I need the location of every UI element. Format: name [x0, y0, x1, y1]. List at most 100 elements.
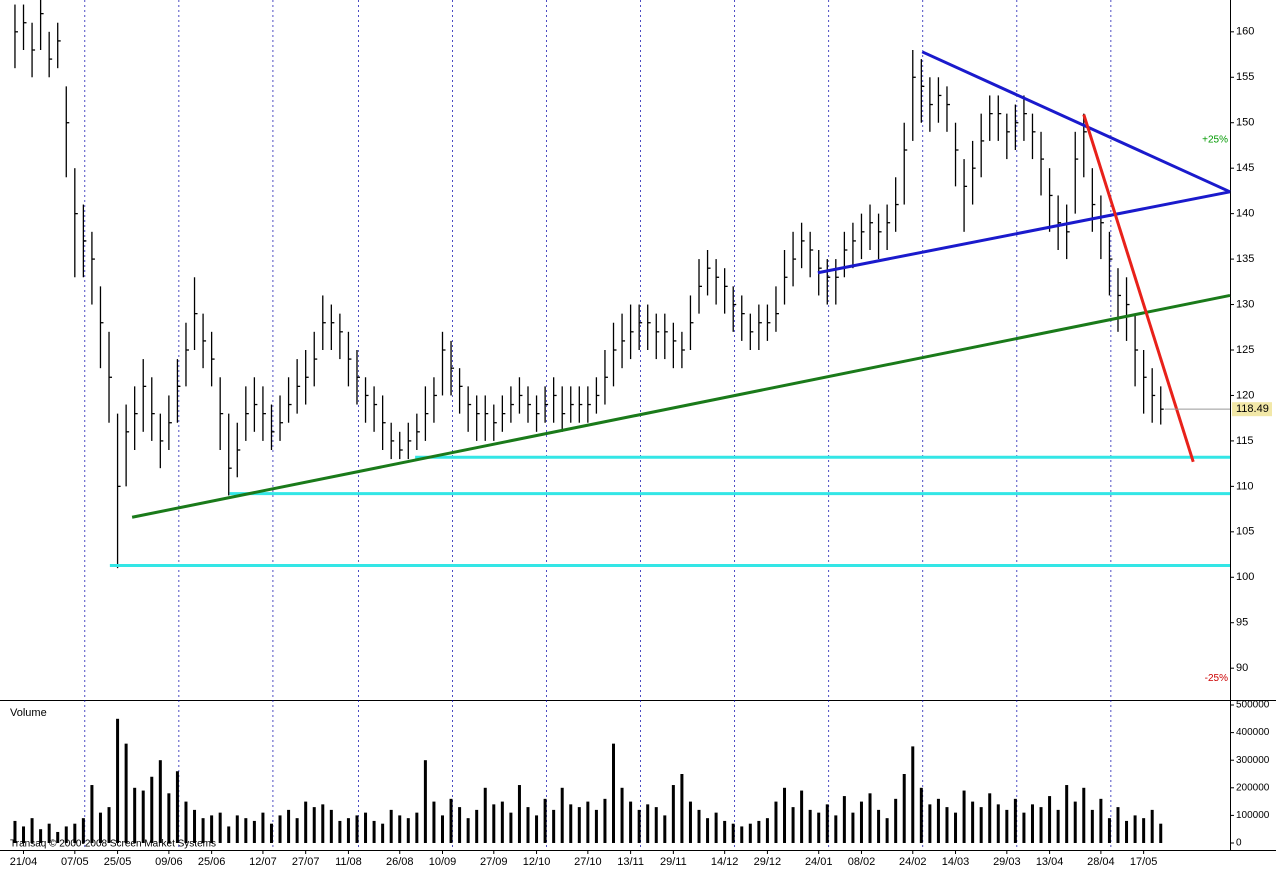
volume-bar [765, 818, 769, 843]
volume-bar [577, 807, 581, 843]
volume-bar [338, 820, 342, 843]
volume-bar [1090, 809, 1094, 843]
volume-bar [244, 818, 248, 843]
volume-bar [791, 807, 795, 843]
volume-bar [1133, 815, 1137, 843]
volume-bar [928, 804, 932, 843]
trend-line [1082, 114, 1195, 463]
x-tick-label: 24/01 [805, 856, 833, 868]
volume-bar [346, 818, 350, 843]
volume-bar [423, 760, 427, 843]
volume-tick-label: 500000 [1236, 700, 1270, 711]
y-tick-label: 155 [1236, 71, 1254, 83]
volume-bar [954, 812, 958, 843]
volume-bar [783, 787, 787, 843]
volume-bar [629, 801, 633, 843]
x-tick-label: 13/11 [617, 856, 644, 868]
volume-bar [458, 807, 462, 843]
volume-bar [252, 820, 256, 843]
volume-bar [543, 798, 547, 843]
volume-bar [868, 793, 872, 843]
volume-bar [1150, 809, 1154, 843]
volume-bar [492, 804, 496, 843]
volume-bar [877, 809, 881, 843]
trend-line [921, 50, 1231, 194]
volume-bar [398, 815, 402, 843]
volume-bar [1065, 785, 1069, 843]
x-tick-label: 26/08 [386, 856, 414, 868]
x-tick-label: 27/07 [292, 856, 320, 868]
y-tick-label: 90 [1236, 662, 1248, 674]
volume-bar [124, 743, 128, 843]
volume-bar [406, 818, 410, 843]
x-tick-label: 08/02 [848, 856, 876, 868]
volume-bar [107, 807, 111, 843]
x-tick-label: 24/02 [899, 856, 927, 868]
volume-bar [210, 815, 214, 843]
volume-bar [834, 815, 838, 843]
trend-line [817, 190, 1231, 275]
volume-bar [663, 815, 667, 843]
volume-tick-label: 200000 [1236, 782, 1270, 793]
volume-bar [688, 801, 692, 843]
volume-bar [971, 801, 975, 843]
y-tick-label: 150 [1236, 117, 1254, 129]
volume-bar [312, 807, 316, 843]
volume-bar [304, 801, 308, 843]
x-tick-label: 27/10 [574, 856, 602, 868]
volume-bar [295, 818, 299, 843]
volume-bar [98, 812, 102, 843]
volume-bar [261, 812, 265, 843]
volume-bar [184, 801, 188, 843]
volume-tick-label: 400000 [1236, 727, 1270, 738]
volume-bar [808, 809, 812, 843]
y-tick-label: 130 [1236, 298, 1254, 310]
volume-bar [73, 823, 77, 843]
volume-bar [535, 815, 539, 843]
volume-bar [475, 809, 479, 843]
volume-bar [278, 815, 282, 843]
volume-bar [64, 826, 68, 843]
x-tick-label: 09/06 [155, 856, 183, 868]
volume-bar [560, 787, 564, 843]
volume-bar [321, 804, 325, 843]
volume-bar [1030, 804, 1034, 843]
x-tick-label: 29/12 [754, 856, 782, 868]
x-tick-label: 07/05 [61, 856, 89, 868]
volume-bar [1142, 818, 1146, 843]
volume-bar [13, 820, 17, 843]
volume-bar [842, 796, 846, 843]
volume-bar [979, 807, 983, 843]
volume-bar [355, 815, 359, 843]
volume-bar [1056, 809, 1060, 843]
x-tick-label: 25/06 [198, 856, 226, 868]
x-tick-label: 21/04 [10, 856, 38, 868]
volume-bar [731, 823, 735, 843]
x-tick-label: 17/05 [1130, 856, 1158, 868]
volume-bar [1013, 798, 1017, 843]
volume-bar [389, 809, 393, 843]
volume-bar [1005, 809, 1009, 843]
volume-bar [235, 815, 239, 843]
volume-bar [748, 823, 752, 843]
x-tick-label: 13/04 [1036, 856, 1064, 868]
x-tick-label: 29/11 [660, 856, 687, 868]
volume-bar [466, 818, 470, 843]
volume-bar [800, 790, 804, 843]
volume-bar [851, 812, 855, 843]
percent-annotation: +25% [1202, 135, 1228, 146]
x-tick-label: 14/12 [711, 856, 739, 868]
volume-bar [1159, 823, 1163, 843]
volume-bar [757, 820, 761, 843]
volume-bar [1107, 818, 1111, 843]
volume-bar [714, 812, 718, 843]
volume-bar [201, 818, 205, 843]
volume-bar [526, 807, 530, 843]
volume-label: Volume [10, 707, 47, 719]
volume-bar [193, 809, 197, 843]
volume-tick-label: 100000 [1236, 810, 1270, 821]
volume-tick-label: 300000 [1236, 755, 1270, 766]
volume-bar [1125, 820, 1129, 843]
y-tick-label: 135 [1236, 253, 1254, 265]
x-tick-label: 10/09 [429, 856, 457, 868]
